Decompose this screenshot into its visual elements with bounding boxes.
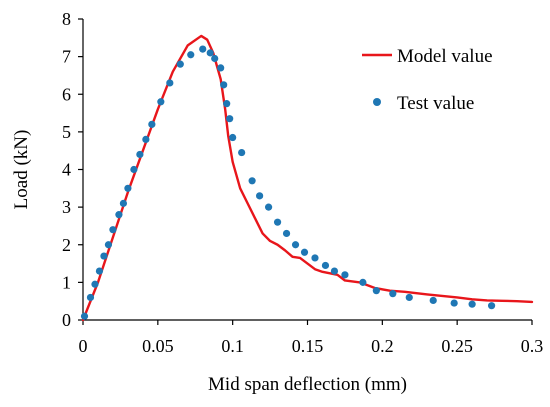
y-axis-ticks: 0 1 2 3 4 5 6 7 8 [62, 9, 83, 330]
data-point [229, 133, 237, 142]
data-point [157, 98, 165, 106]
data-point [330, 267, 339, 275]
data-point [282, 229, 291, 238]
data-point [206, 49, 214, 57]
data-point [187, 51, 195, 59]
data-point [136, 150, 144, 159]
data-point [372, 287, 380, 295]
x-tick-label: 0.2 [371, 336, 394, 356]
data-point [300, 248, 309, 256]
data-point [119, 199, 128, 207]
data-point [223, 100, 231, 108]
y-tick-label: 8 [62, 9, 71, 29]
data-point [256, 192, 264, 200]
data-point [217, 64, 225, 72]
x-tick-label: 0 [79, 336, 88, 356]
x-tick-label: 0.05 [142, 336, 174, 356]
data-point [264, 203, 273, 211]
data-point [104, 241, 113, 249]
data-point [226, 115, 234, 123]
x-axis-title: Mid span deflection (mm) [208, 374, 407, 395]
data-point [124, 184, 132, 192]
data-point [248, 177, 256, 185]
y-tick-label: 0 [62, 310, 71, 330]
data-point [405, 293, 413, 302]
data-point [166, 79, 174, 87]
series-layer [80, 34, 534, 322]
data-point [91, 280, 99, 288]
y-tick-label: 3 [62, 197, 71, 217]
y-tick-label: 6 [62, 84, 71, 104]
data-point [487, 302, 496, 310]
data-point [142, 135, 150, 143]
data-point [109, 226, 117, 234]
data-point [389, 290, 397, 298]
series-points-test [80, 45, 496, 320]
series-line-model [81, 34, 534, 322]
data-point [100, 252, 108, 260]
legend-label-test: Test value [397, 93, 474, 114]
data-point [115, 211, 123, 219]
data-point [199, 45, 207, 53]
data-point [311, 254, 319, 262]
data-point [95, 267, 104, 275]
data-point [176, 60, 184, 68]
data-point [80, 312, 89, 320]
legend-label-model: Model value [397, 46, 493, 67]
data-point [429, 296, 437, 305]
legend: Model value Test value [362, 46, 493, 114]
data-point [341, 271, 349, 279]
legend-dot-swatch [373, 98, 381, 106]
y-tick-label: 4 [62, 160, 71, 180]
x-tick-label: 0.15 [292, 336, 324, 356]
x-tick-label: 0.25 [441, 336, 473, 356]
data-point [130, 165, 138, 174]
data-point [468, 300, 476, 308]
y-tick-label: 1 [62, 272, 71, 292]
data-point [238, 148, 246, 157]
data-point [291, 241, 300, 249]
x-tick-label: 0.1 [221, 336, 244, 356]
data-point [321, 261, 330, 270]
y-tick-label: 5 [62, 122, 71, 142]
data-point [273, 218, 282, 226]
y-tick-label: 2 [62, 235, 71, 255]
data-point [450, 299, 458, 307]
data-point [211, 54, 219, 63]
data-point [86, 293, 95, 302]
data-point [359, 278, 367, 286]
x-axis-ticks: 0 0.05 0.1 0.15 0.2 0.25 0.3 [79, 320, 544, 356]
y-axis-title: Load (kN) [11, 130, 32, 210]
data-point [148, 120, 156, 128]
x-tick-label: 0.3 [521, 336, 544, 356]
data-point [220, 81, 228, 89]
y-tick-label: 7 [62, 47, 71, 67]
